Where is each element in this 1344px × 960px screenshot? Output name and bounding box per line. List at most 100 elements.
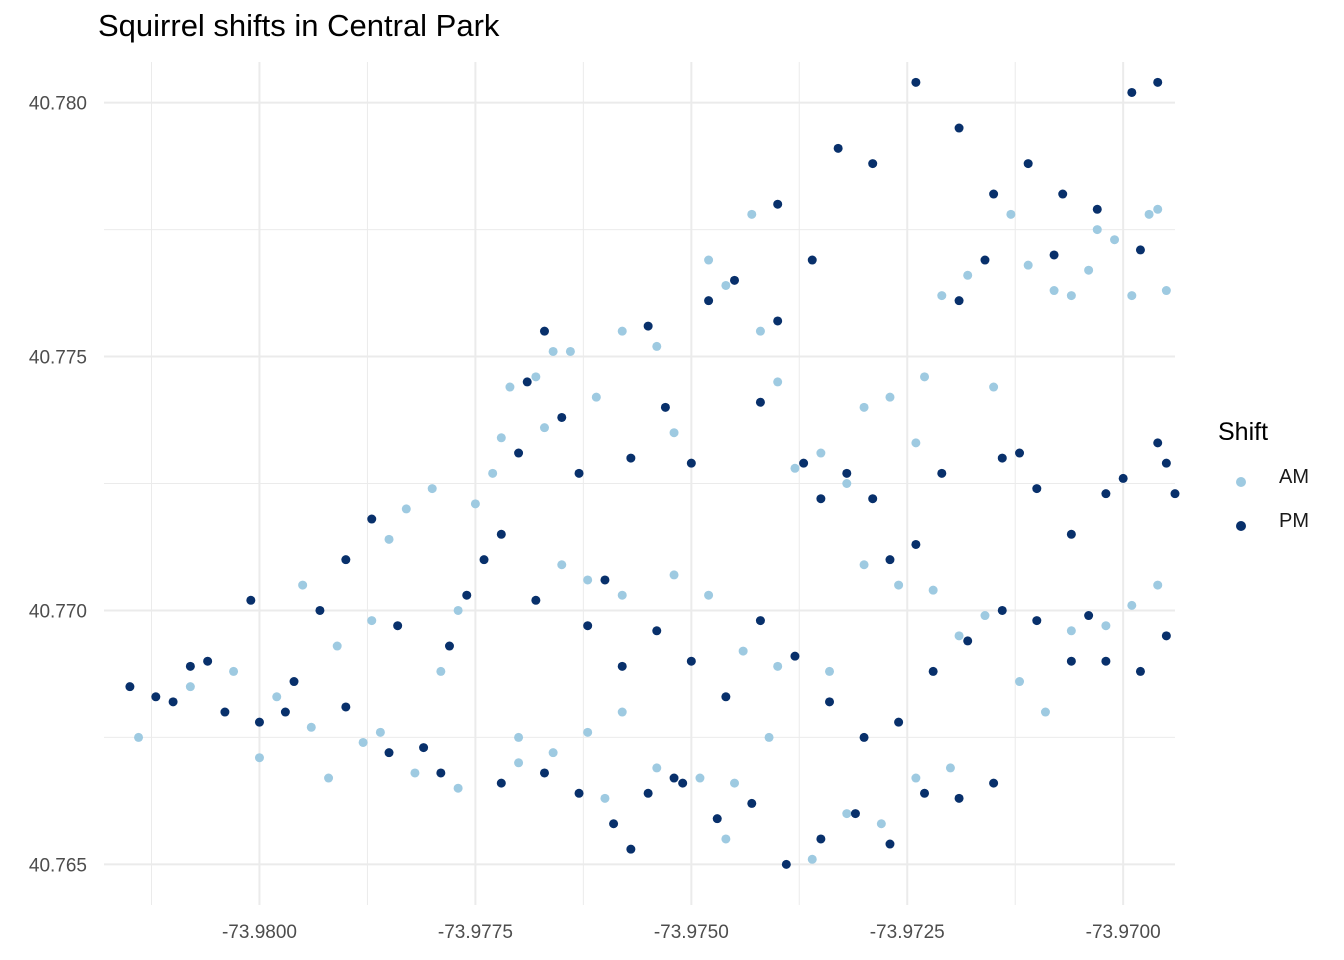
data-point-pm	[1161, 631, 1171, 641]
data-point-am	[721, 280, 731, 290]
x-tick-label: -73.9700	[1086, 922, 1161, 943]
data-point-pm	[1066, 529, 1076, 539]
data-point-am	[617, 707, 627, 717]
data-point-pm	[773, 316, 783, 326]
data-point-am	[617, 326, 627, 336]
data-point-am	[859, 560, 869, 570]
data-point-pm	[937, 468, 947, 478]
data-point-am	[583, 727, 593, 737]
data-point-pm	[816, 494, 826, 504]
data-point-am	[591, 392, 601, 402]
data-point-am	[1040, 707, 1050, 717]
data-point-am	[1015, 677, 1025, 687]
data-point-am	[894, 580, 904, 590]
data-point-pm	[1032, 616, 1042, 626]
data-point-am	[1110, 235, 1120, 245]
data-point-am	[1127, 600, 1137, 610]
data-point-pm	[1118, 473, 1128, 483]
data-point-pm	[617, 661, 627, 671]
data-point-am	[436, 666, 446, 676]
data-point-pm	[1153, 438, 1163, 448]
data-point-pm	[1135, 245, 1145, 255]
data-point-am	[617, 590, 627, 600]
data-point-pm	[1058, 189, 1068, 199]
data-point-am	[488, 468, 498, 478]
data-point-am	[730, 778, 740, 788]
data-point-am	[876, 819, 886, 829]
legend-key-pm	[1236, 521, 1246, 531]
data-point-pm	[963, 636, 973, 646]
data-point-pm	[514, 448, 524, 458]
data-point-am	[134, 732, 144, 742]
data-point-am	[272, 692, 282, 702]
data-point-am	[920, 372, 930, 382]
data-point-am	[1092, 225, 1102, 235]
data-point-pm	[643, 788, 653, 798]
data-point-pm	[600, 575, 610, 585]
data-point-pm	[462, 590, 472, 600]
data-point-pm	[609, 819, 619, 829]
data-point-am	[1066, 291, 1076, 301]
data-point-am	[539, 423, 549, 433]
data-point-pm	[1049, 250, 1059, 260]
data-point-pm	[669, 773, 679, 783]
legend-key-am	[1236, 477, 1246, 487]
data-point-pm	[1127, 87, 1137, 97]
data-point-pm	[755, 397, 765, 407]
data-point-pm	[833, 143, 843, 153]
data-point-am	[669, 428, 679, 438]
data-point-pm	[781, 859, 791, 869]
data-point-am	[531, 372, 541, 382]
data-point-pm	[444, 641, 454, 651]
data-point-pm	[254, 717, 264, 727]
data-point-am	[816, 448, 826, 458]
data-point-pm	[652, 626, 662, 636]
data-point-pm	[315, 605, 325, 615]
data-point-pm	[367, 514, 377, 524]
data-point-pm	[583, 621, 593, 631]
data-point-am	[324, 773, 334, 783]
data-point-pm	[894, 717, 904, 727]
data-point-am	[548, 748, 558, 758]
data-point-pm	[574, 468, 584, 478]
data-point-am	[1066, 626, 1076, 636]
data-point-am	[937, 291, 947, 301]
grid-lines	[104, 62, 1175, 905]
data-point-pm	[799, 458, 809, 468]
data-point-pm	[1084, 611, 1094, 621]
data-point-am	[1084, 265, 1094, 275]
data-point-am	[1127, 291, 1137, 301]
data-point-am	[1161, 286, 1171, 296]
data-point-pm	[1092, 204, 1102, 214]
data-point-am	[721, 834, 731, 844]
data-point-am	[1144, 209, 1154, 219]
data-point-am	[980, 611, 990, 621]
data-point-pm	[755, 616, 765, 626]
data-point-am	[496, 433, 506, 443]
data-point-am	[557, 560, 567, 570]
data-point-pm	[419, 743, 429, 753]
data-point-am	[773, 661, 783, 671]
data-point-am	[1023, 260, 1033, 270]
data-point-am	[1153, 204, 1163, 214]
data-point-am	[600, 793, 610, 803]
y-tick-label: 40.770	[29, 601, 87, 622]
data-point-pm	[168, 697, 178, 707]
legend: Shift AM PM	[1218, 418, 1309, 551]
data-point-pm	[928, 666, 938, 676]
data-point-pm	[954, 793, 964, 803]
data-point-pm	[868, 159, 878, 169]
data-point-am	[885, 392, 895, 402]
data-point-pm	[246, 595, 256, 605]
data-point-pm	[643, 321, 653, 331]
data-point-pm	[1135, 666, 1145, 676]
data-point-am	[790, 463, 800, 473]
data-point-am	[989, 382, 999, 392]
data-point-am	[652, 763, 662, 773]
data-point-am	[1153, 580, 1163, 590]
data-point-pm	[289, 677, 299, 687]
data-point-am	[410, 768, 420, 778]
data-point-pm	[989, 778, 999, 788]
data-point-am	[669, 570, 679, 580]
